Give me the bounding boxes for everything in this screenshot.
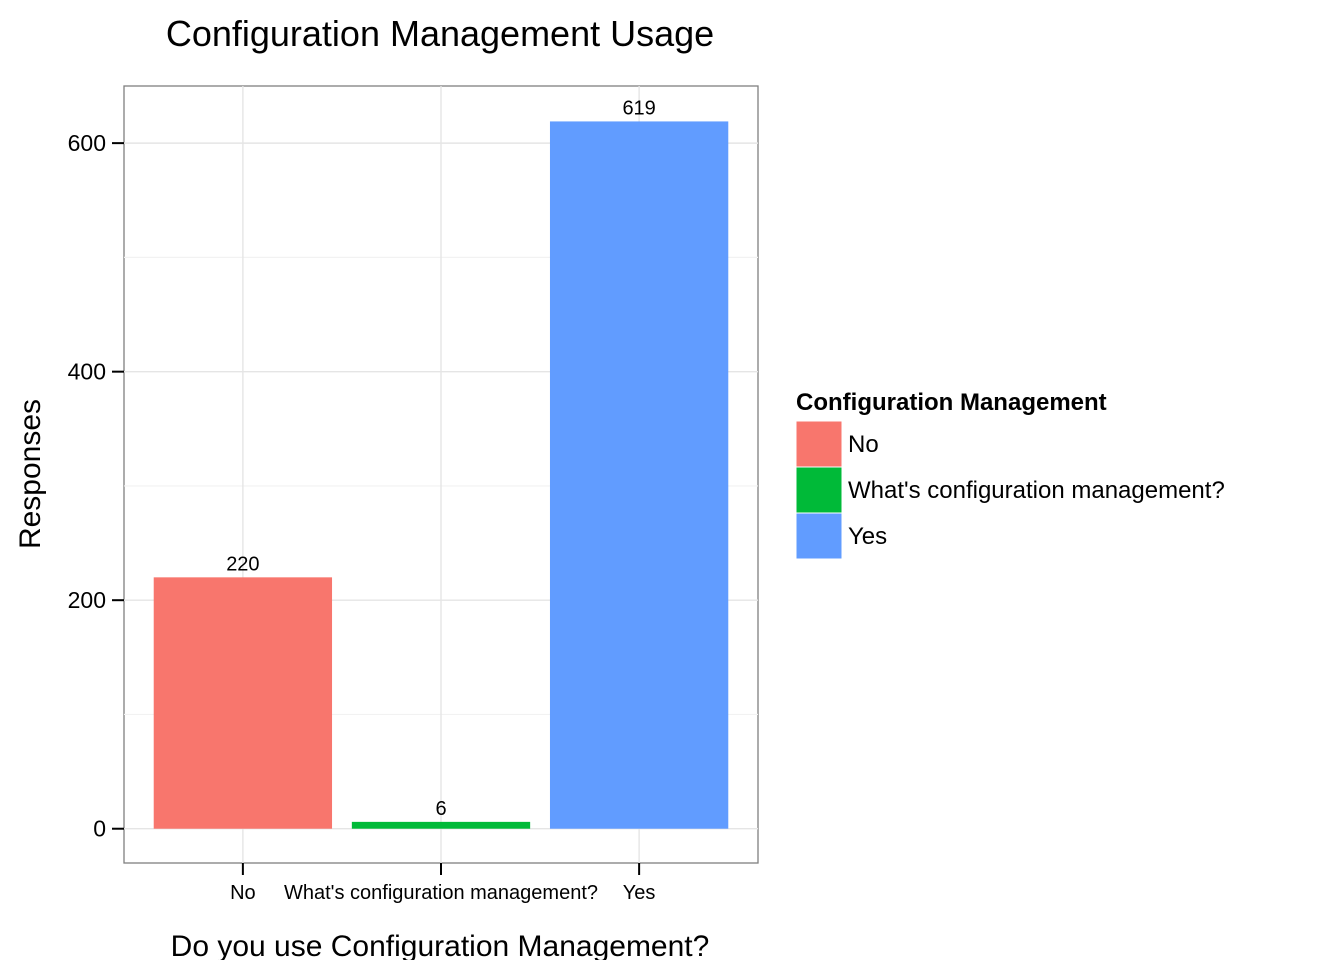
data-label: 220 — [226, 553, 259, 575]
x-axis: No What's configuration management? Yes — [230, 863, 655, 904]
legend-label: What's configuration management? — [848, 477, 1225, 504]
legend-key-3 — [795, 512, 843, 560]
x-tick-label: No — [230, 882, 256, 904]
legend-key-1 — [795, 420, 843, 468]
chart-title: Configuration Management Usage — [166, 13, 714, 54]
legend-title: Configuration Management — [796, 389, 1107, 416]
bar-3 — [549, 121, 729, 829]
y-tick-label: 0 — [93, 816, 106, 842]
legend-label: Yes — [848, 523, 887, 550]
y-tick-label: 200 — [68, 587, 106, 613]
y-axis: 0 200 400 600 — [68, 130, 124, 842]
legend-label: No — [848, 431, 879, 458]
x-axis-title: Do you use Configuration Management? — [171, 930, 710, 960]
bar-2 — [351, 821, 531, 829]
data-labels: 220 6 619 — [226, 97, 656, 819]
y-tick-label: 600 — [68, 130, 106, 156]
data-label: 6 — [435, 798, 446, 820]
bars — [153, 121, 729, 829]
legend: Configuration Management No What's config… — [795, 389, 1225, 560]
data-label: 619 — [622, 97, 655, 119]
legend-key-2 — [795, 466, 843, 514]
y-axis-title: Responses — [14, 399, 47, 549]
plot-panel: 220 6 619 — [123, 85, 759, 864]
y-tick-label: 400 — [68, 359, 106, 385]
x-tick-label: Yes — [623, 882, 656, 904]
x-tick-label: What's configuration management? — [284, 882, 598, 904]
bar-1 — [153, 577, 333, 829]
